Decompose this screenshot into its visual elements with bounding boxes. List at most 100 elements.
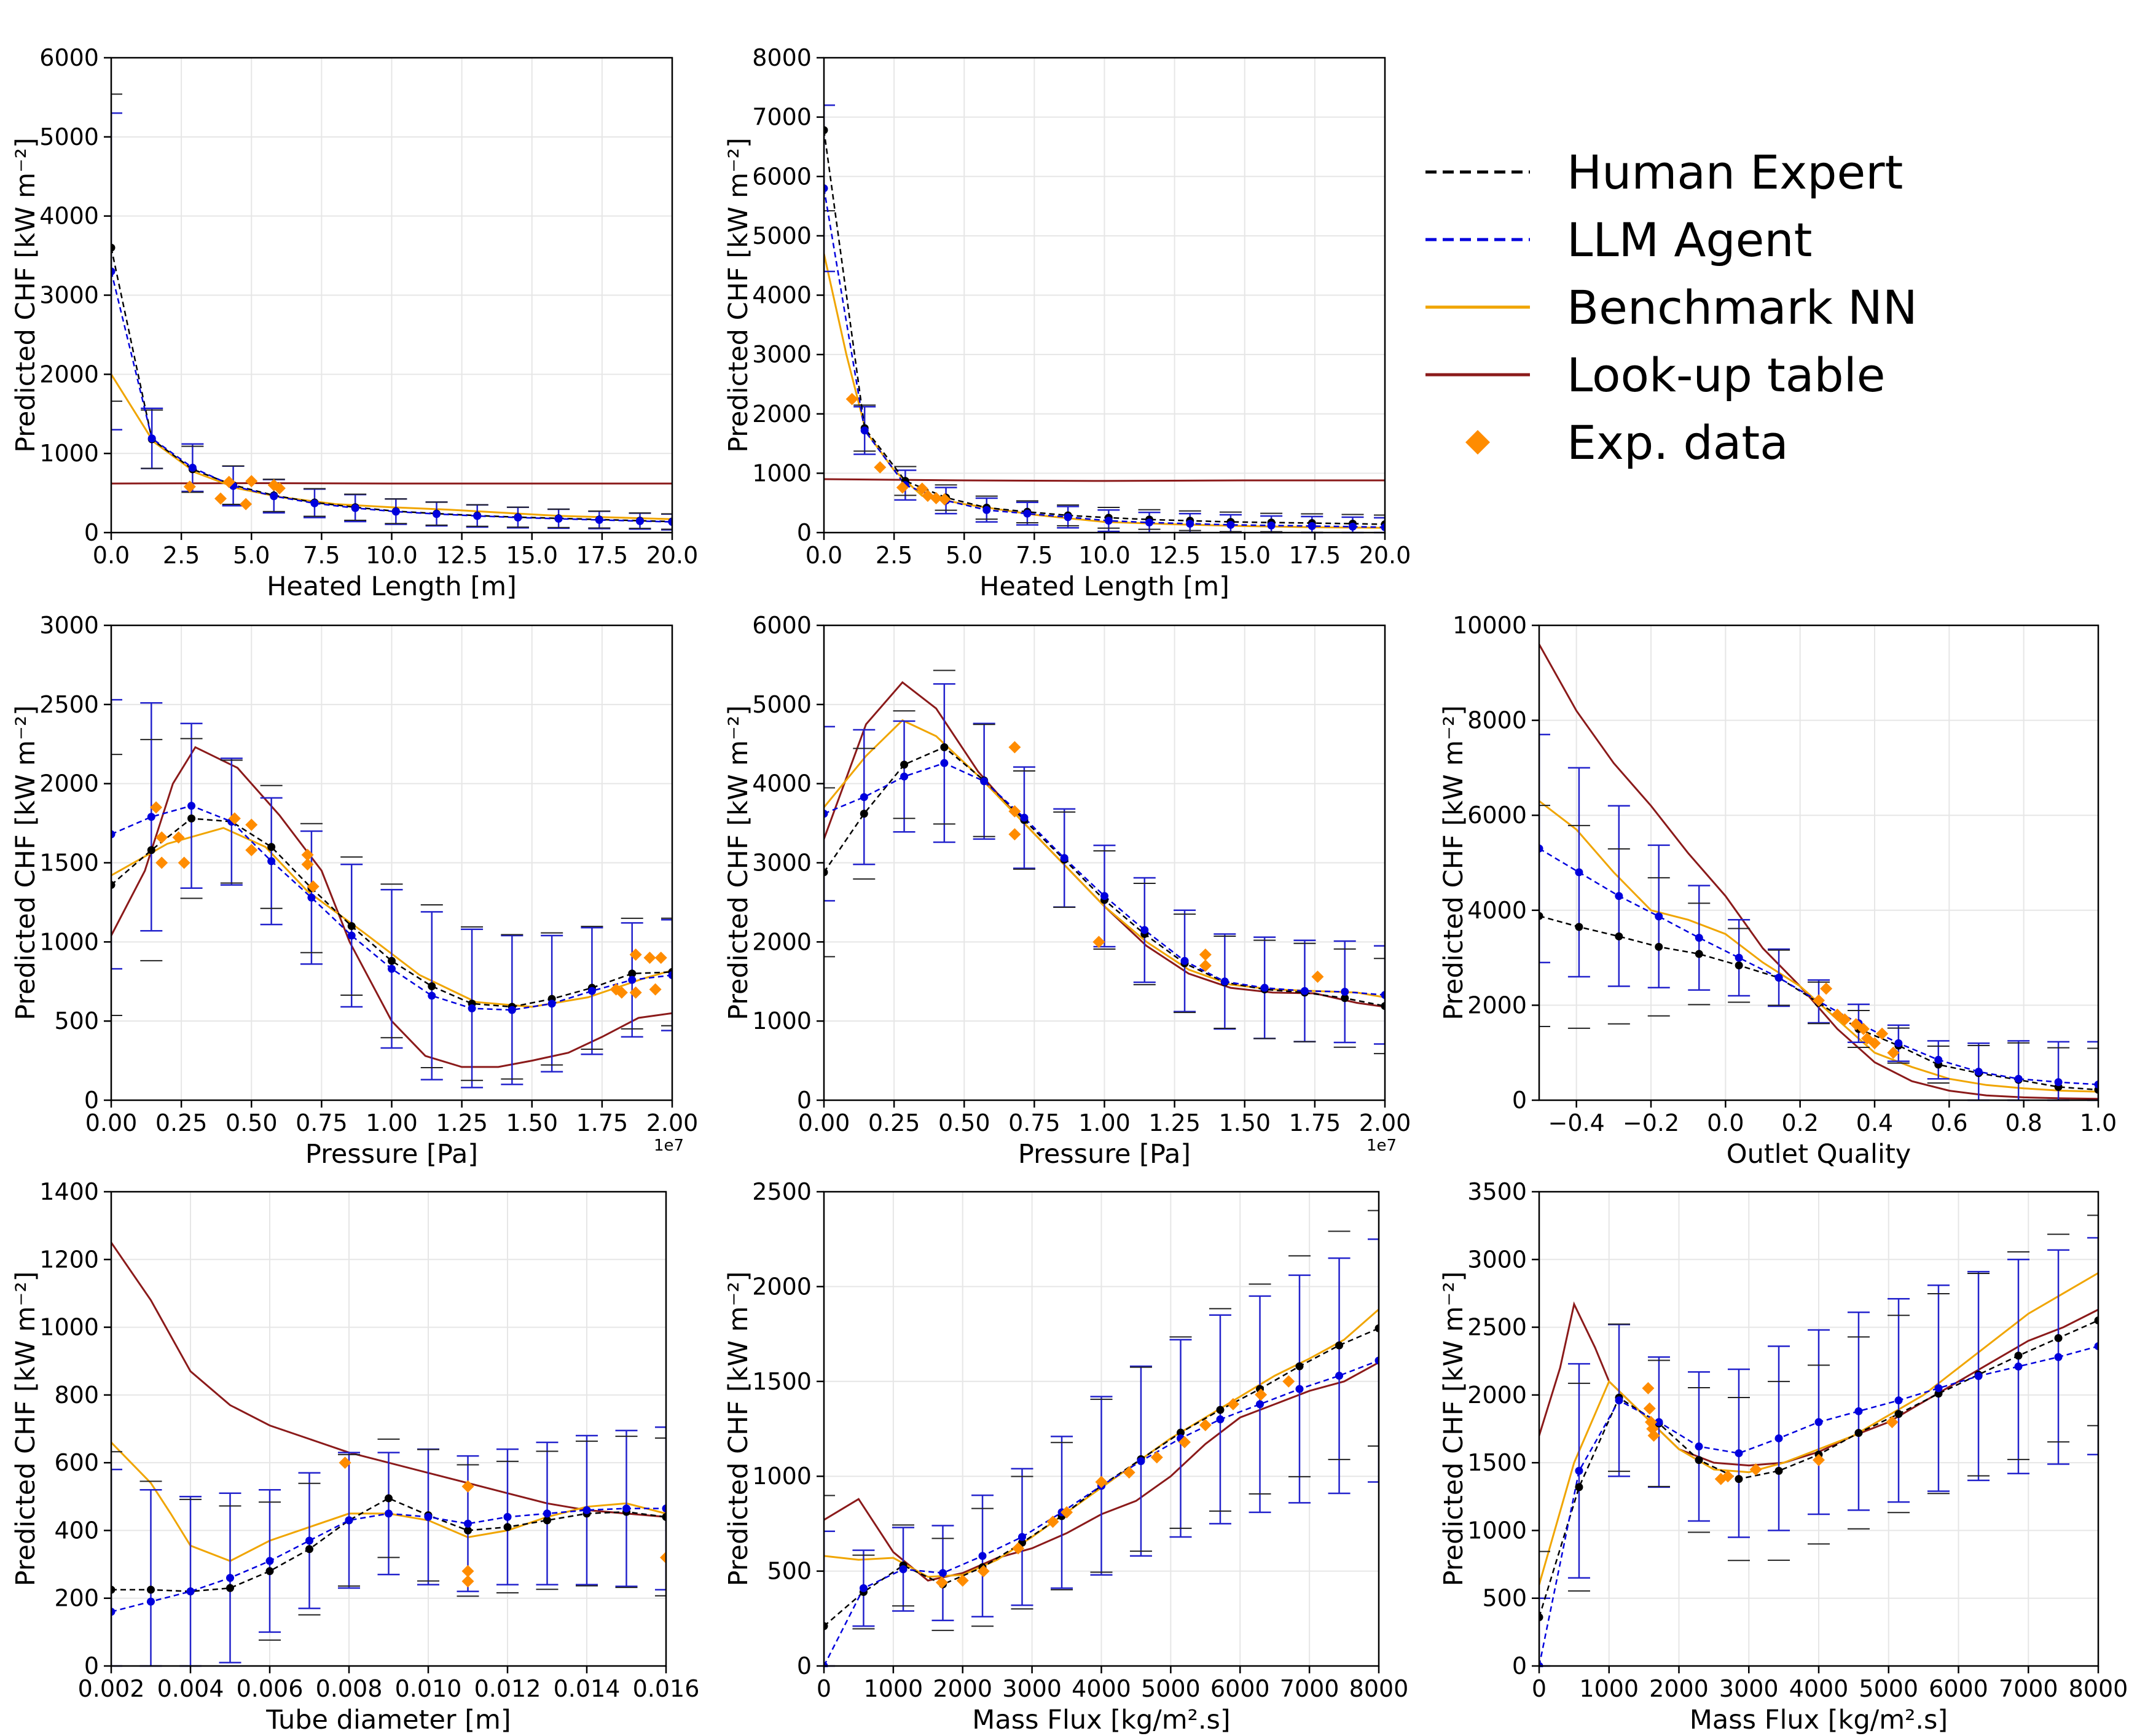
exp-data-point (1199, 948, 1212, 961)
exp-data-point (301, 848, 314, 861)
x-tick-label: 3000 (1002, 1675, 1062, 1702)
exp-data-point (172, 831, 185, 844)
x-tick-label: 0.0 (1707, 1109, 1744, 1136)
llm-agent-point (1260, 983, 1269, 992)
llm-agent-point (1655, 1418, 1663, 1426)
exp-data-point (1643, 1402, 1656, 1415)
llm-agent-point (1615, 1396, 1623, 1405)
y-tick-label: 0 (797, 1652, 812, 1679)
llm-agent-point (473, 512, 482, 520)
human-expert-point (824, 868, 828, 877)
y-tick-label: 6000 (752, 163, 812, 190)
x-offset-text: 1e7 (654, 1136, 684, 1155)
exp-data-point (874, 461, 887, 474)
y-tick-label: 2000 (1467, 1382, 1527, 1409)
y-tick-label: 4000 (752, 770, 812, 797)
x-tick-label: 20.0 (646, 542, 699, 569)
llm-agent-point (824, 184, 828, 193)
human-expert-line (111, 818, 672, 1008)
exp-data-point (615, 986, 628, 999)
llm-agent-point (668, 971, 672, 979)
y-axis-label: Predicted CHF [kW m⁻²] (723, 1272, 754, 1587)
x-tick-label: 12.5 (1148, 542, 1201, 569)
human-expert-point (1655, 942, 1663, 951)
x-tick-label: 17.5 (576, 542, 629, 569)
exp-data-point (461, 1480, 474, 1493)
exp-data-point (183, 480, 196, 493)
y-tick-label: 2000 (39, 361, 99, 388)
x-tick-label: 3000 (1719, 1675, 1779, 1702)
exp-data-point (1150, 1451, 1163, 1464)
x-tick-label: 1000 (864, 1675, 923, 1702)
y-tick-label: 200 (54, 1585, 99, 1612)
exp-data-point (1282, 1375, 1295, 1388)
y-tick-label: 2500 (752, 1178, 812, 1205)
y-tick-label: 3000 (752, 341, 812, 368)
llm-agent-point (433, 510, 441, 518)
x-tick-label: 0.8 (2005, 1109, 2042, 1136)
llm-agent-point (1655, 912, 1663, 921)
human-expert-point (824, 126, 828, 135)
llm-agent-point (1539, 844, 1543, 853)
human-expert-point (226, 1584, 234, 1592)
y-tick-label: 2000 (1467, 991, 1527, 1019)
llm-agent-point (270, 492, 278, 501)
llm-agent-point (1060, 854, 1068, 862)
llm-agent-point (662, 1504, 666, 1513)
legend-label: Human Expert (1567, 144, 1904, 200)
x-axis-label: Heated Length [m] (267, 571, 517, 602)
llm-agent-point (1064, 513, 1072, 522)
llm-agent-point (267, 857, 276, 866)
human-expert-point (1539, 1613, 1543, 1622)
x-tick-label: 7000 (1999, 1675, 2058, 1702)
human-expert-point (1615, 932, 1623, 940)
y-tick-label: 8000 (752, 44, 812, 71)
llm-agent-point (1575, 1466, 1583, 1475)
human-expert-line (824, 1327, 1379, 1627)
human-expert-point (347, 922, 356, 931)
llm-agent-point (226, 1574, 234, 1582)
chart-mass-flux-1: 0 1000 2000 3000 4000 5000 6000 7000 8000 0 500 100… (723, 1178, 1408, 1735)
legend-swatch-orange-line (1425, 305, 1530, 309)
x-tick-label: 1.25 (1148, 1109, 1201, 1136)
human-expert-point (1695, 950, 1703, 958)
llm-agent-point (1020, 813, 1029, 822)
y-tick-label: 8000 (1467, 707, 1527, 734)
x-tick-label: 0.014 (554, 1675, 621, 1702)
human-expert-point (1335, 1341, 1344, 1350)
x-tick-label: 0.75 (1008, 1109, 1061, 1136)
data-layer (1539, 644, 2098, 1101)
x-tick-label: 0.50 (225, 1109, 278, 1136)
exp-data-point (935, 1576, 948, 1589)
y-tick-label: 6000 (752, 612, 812, 639)
human-expert-point (628, 969, 637, 978)
x-tick-label: 1.50 (1218, 1109, 1271, 1136)
llm-agent-point (978, 1552, 987, 1560)
x-tick-label: 0.25 (155, 1109, 208, 1136)
llm-agent-point (940, 759, 949, 767)
y-tick-label: 1500 (39, 850, 99, 877)
exp-data-point (930, 491, 943, 504)
y-tick-label: 1000 (39, 928, 99, 955)
y-axis-label: Predicted CHF [kW m⁻²] (1438, 1272, 1469, 1587)
y-tick-label: 400 (54, 1517, 99, 1544)
x-tick-label: 0.50 (938, 1109, 990, 1136)
llm-agent-point (186, 1587, 195, 1596)
x-axis-label: Tube diameter [m] (265, 1705, 511, 1735)
y-tick-label: 1500 (752, 1368, 812, 1395)
exp-data-point (1092, 936, 1105, 948)
llm-agent-point (1300, 987, 1309, 995)
lookup-table-line (1539, 644, 2098, 1100)
llm-agent-point (1349, 522, 1357, 531)
llm-agent-point (860, 793, 868, 802)
llm-agent-point (310, 499, 319, 507)
llm-agent-point (1226, 520, 1235, 529)
human-expert-point (388, 956, 396, 965)
human-expert-point (1539, 912, 1543, 920)
exp-data-point (245, 818, 258, 831)
x-axis-label: Heated Length [m] (979, 571, 1229, 602)
y-tick-label: 3000 (1467, 1246, 1527, 1273)
x-tick-label: 5000 (1859, 1675, 1918, 1702)
x-axis-label: Mass Flux [kg/m².s] (972, 1705, 1230, 1735)
x-tick-label: 4000 (1072, 1675, 1131, 1702)
